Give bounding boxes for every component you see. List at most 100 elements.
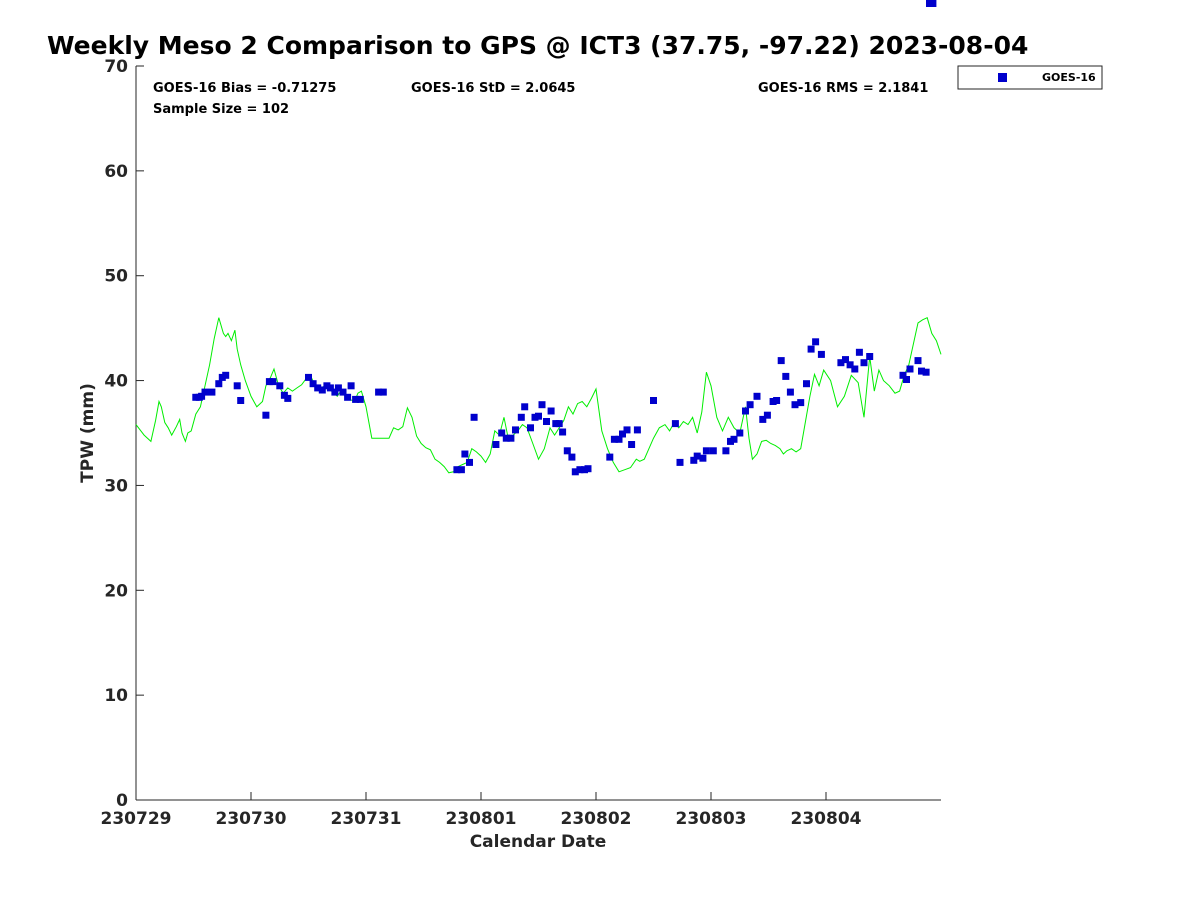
- goes16-point: [837, 359, 845, 367]
- goes16-point: [650, 397, 657, 404]
- goes16-point: [571, 468, 579, 476]
- goes16-point: [466, 458, 473, 466]
- goes16-point: [512, 426, 519, 434]
- goes16-point: [498, 429, 506, 437]
- goes16-point: [563, 447, 571, 455]
- goes16-point: [347, 382, 355, 390]
- goes16-point: [344, 393, 352, 401]
- goes16-point: [742, 407, 749, 415]
- goes16-point: [736, 429, 744, 437]
- goes16-point: [797, 399, 805, 407]
- goes16-point: [331, 388, 339, 396]
- x-tick-label: 230801: [446, 809, 517, 829]
- goes16-point: [215, 380, 223, 388]
- stat-sample-size: Sample Size = 102: [153, 102, 289, 117]
- goes16-point: [262, 411, 270, 419]
- goes16-point: [623, 426, 631, 434]
- goes16-point: [929, 0, 937, 7]
- goes16-point: [699, 454, 707, 462]
- goes16-point: [709, 447, 717, 455]
- goes16-point: [201, 388, 209, 396]
- y-tick-label: 30: [104, 476, 128, 496]
- goes16-point: [237, 397, 245, 404]
- goes16-point: [309, 380, 317, 388]
- goes16-point: [453, 466, 461, 474]
- goes16-point: [457, 466, 465, 474]
- goes16-point: [791, 401, 799, 409]
- legend: GOES-16: [957, 65, 1103, 90]
- goes16-point: [610, 435, 618, 443]
- goes16-point: [855, 348, 863, 356]
- goes16-point: [555, 420, 563, 428]
- x-ticks: 230729 230730 230731 230801 230802 230803 2308…: [101, 792, 862, 829]
- goes16-point: [339, 388, 347, 396]
- goes16-point: [284, 394, 292, 402]
- x-tick-label: 230803: [676, 809, 747, 829]
- goes16-point: [786, 388, 794, 396]
- goes16-point: [918, 367, 925, 375]
- goes16-point: [722, 447, 730, 455]
- stat-std: GOES-16 StD = 2.0645: [411, 81, 575, 96]
- goes16-point: [606, 453, 614, 461]
- goes16-point: [753, 392, 761, 400]
- goes16-point: [812, 338, 820, 346]
- goes16-point: [782, 372, 790, 380]
- y-tick-label: 60: [104, 162, 128, 182]
- goes16-point: [866, 353, 874, 360]
- goes16-point: [628, 441, 636, 448]
- stat-rms: GOES-16 RMS = 2.1841: [758, 81, 928, 96]
- goes16-point: [502, 434, 510, 442]
- goes16-point: [543, 418, 550, 425]
- goes16-point: [547, 407, 555, 415]
- goes16-point: [676, 458, 684, 466]
- goes16-point: [507, 434, 515, 442]
- plot-area: [136, 66, 941, 800]
- goes16-point: [576, 466, 584, 474]
- goes16-point: [817, 350, 825, 358]
- legend-label-goes16: GOES-16: [1042, 71, 1096, 84]
- goes16-point: [535, 412, 542, 420]
- x-tick-label: 230804: [791, 809, 862, 829]
- x-tick-label: 230731: [331, 809, 402, 829]
- goes16-point: [759, 415, 767, 423]
- y-tick-label: 40: [104, 372, 128, 392]
- goes16-point: [375, 388, 383, 396]
- goes16-point: [198, 392, 206, 400]
- goes16-point: [314, 384, 322, 392]
- goes16-point: [233, 382, 241, 390]
- x-tick-label: 230802: [561, 809, 632, 829]
- goes16-point: [693, 452, 701, 460]
- goes16-point: [846, 361, 854, 369]
- goes16-point: [559, 428, 567, 436]
- x-axis-label: Calendar Date: [470, 832, 607, 852]
- y-tick-label: 10: [104, 686, 128, 706]
- goes16-point: [619, 430, 626, 438]
- goes16-point: [521, 403, 529, 411]
- y-ticks: 0 10 20 30 40 50 60 70: [104, 57, 144, 811]
- goes16-point: [763, 411, 771, 419]
- goes16-point: [208, 388, 216, 396]
- goes16-point: [899, 371, 907, 379]
- goes16-point: [746, 401, 754, 409]
- goes16-point: [517, 413, 525, 421]
- goes16-point: [305, 373, 312, 381]
- goes16-point: [461, 450, 469, 458]
- goes16-point: [584, 465, 592, 473]
- goes16-point: [318, 386, 326, 394]
- goes16-point: [326, 384, 334, 392]
- goes16-point: [222, 371, 230, 379]
- legend-box: [957, 65, 1103, 90]
- goes16-point: [356, 395, 364, 403]
- goes16-point: [777, 357, 785, 365]
- goes16-point: [807, 345, 815, 353]
- x-tick-label: 230730: [216, 809, 287, 829]
- goes16-scatter-series: [192, 0, 937, 476]
- goes16-point: [922, 368, 930, 376]
- goes16-point: [276, 382, 284, 390]
- goes16-point: [773, 397, 781, 404]
- x-tick-label: 230729: [101, 809, 172, 829]
- goes16-point: [334, 384, 342, 392]
- goes16-point: [702, 447, 710, 455]
- goes16-point: [671, 420, 679, 428]
